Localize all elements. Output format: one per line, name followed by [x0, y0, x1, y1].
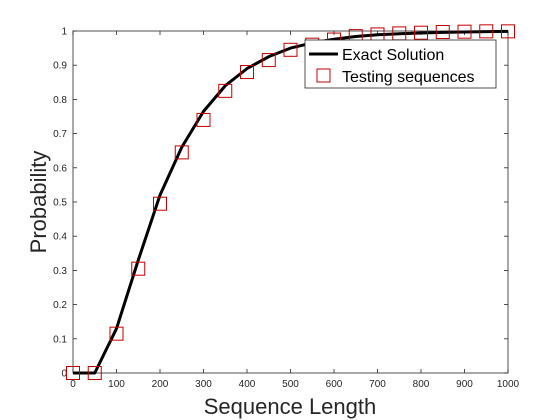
legend-label-exact-solution: Exact Solution [342, 47, 444, 64]
x-tick-label: 800 [413, 379, 430, 390]
x-tick-label: 300 [195, 379, 212, 390]
legend: Exact Solution Testing sequences [305, 40, 496, 88]
x-tick-label: 0 [70, 379, 76, 390]
x-tick-label: 700 [369, 379, 386, 390]
y-tick-label: 0.5 [53, 198, 67, 209]
y-tick-label: 0.3 [53, 266, 67, 277]
x-tick-label: 200 [152, 379, 169, 390]
y-tick-label: 0.9 [53, 61, 67, 72]
y-tick-label: 0.2 [53, 300, 67, 311]
y-axis-label: Probability [26, 151, 51, 254]
legend-label-testing-sequences: Testing sequences [342, 69, 475, 86]
x-tick-label: 100 [108, 379, 125, 390]
y-tick-label: 0.1 [53, 334, 67, 345]
x-tick-label: 1000 [497, 379, 520, 390]
x-tick-label: 500 [282, 379, 299, 390]
y-tick-label: 0.8 [53, 95, 67, 106]
x-tick-label: 400 [239, 379, 256, 390]
x-axis-label: Sequence Length [204, 394, 377, 419]
y-tick-label: 1 [61, 27, 67, 38]
x-tick-label: 600 [326, 379, 343, 390]
x-tick-label: 900 [456, 379, 473, 390]
y-tick-label: 0.7 [53, 129, 67, 140]
y-tick-label: 0.6 [53, 163, 67, 174]
y-tick-label: 0.4 [53, 232, 67, 243]
